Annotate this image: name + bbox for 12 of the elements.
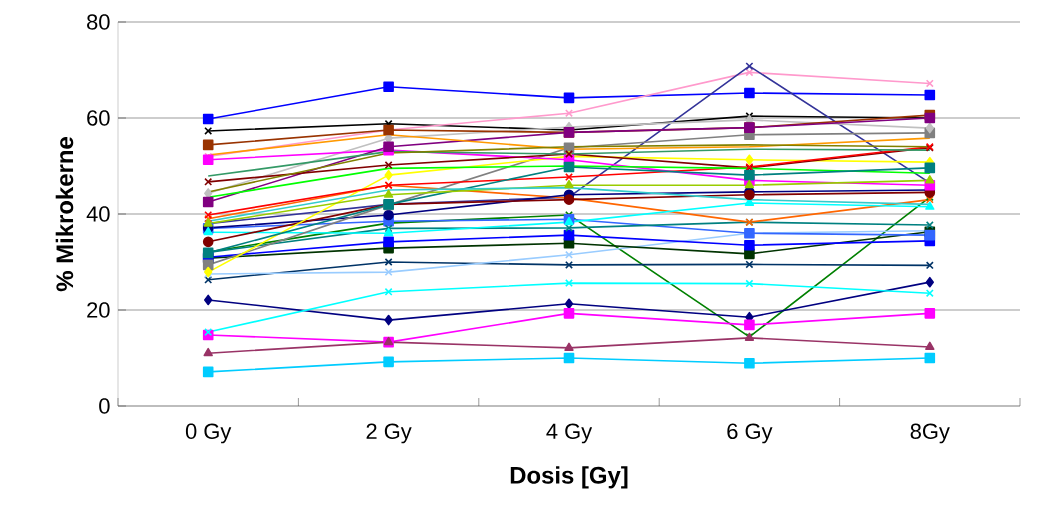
- y-tick-label: 20: [87, 302, 110, 318]
- x-tick-label: 6 Gy: [727, 423, 773, 444]
- x-tick-label: 4 Gy: [546, 423, 593, 444]
- y-tick-label: 60: [87, 110, 110, 126]
- y-tick-label: 0: [99, 398, 110, 414]
- x-axis-title: Dosis [Gy]: [510, 466, 628, 489]
- y-tick-label: 40: [86, 206, 110, 222]
- x-tick-label: 8Gy: [910, 423, 950, 444]
- y-tick-label: 80: [87, 14, 110, 30]
- y-axis-title: % Mikrokerne: [55, 137, 74, 292]
- x-tick-label: 0 Gy: [185, 423, 232, 444]
- x-tick-label: 2 Gy: [366, 423, 412, 444]
